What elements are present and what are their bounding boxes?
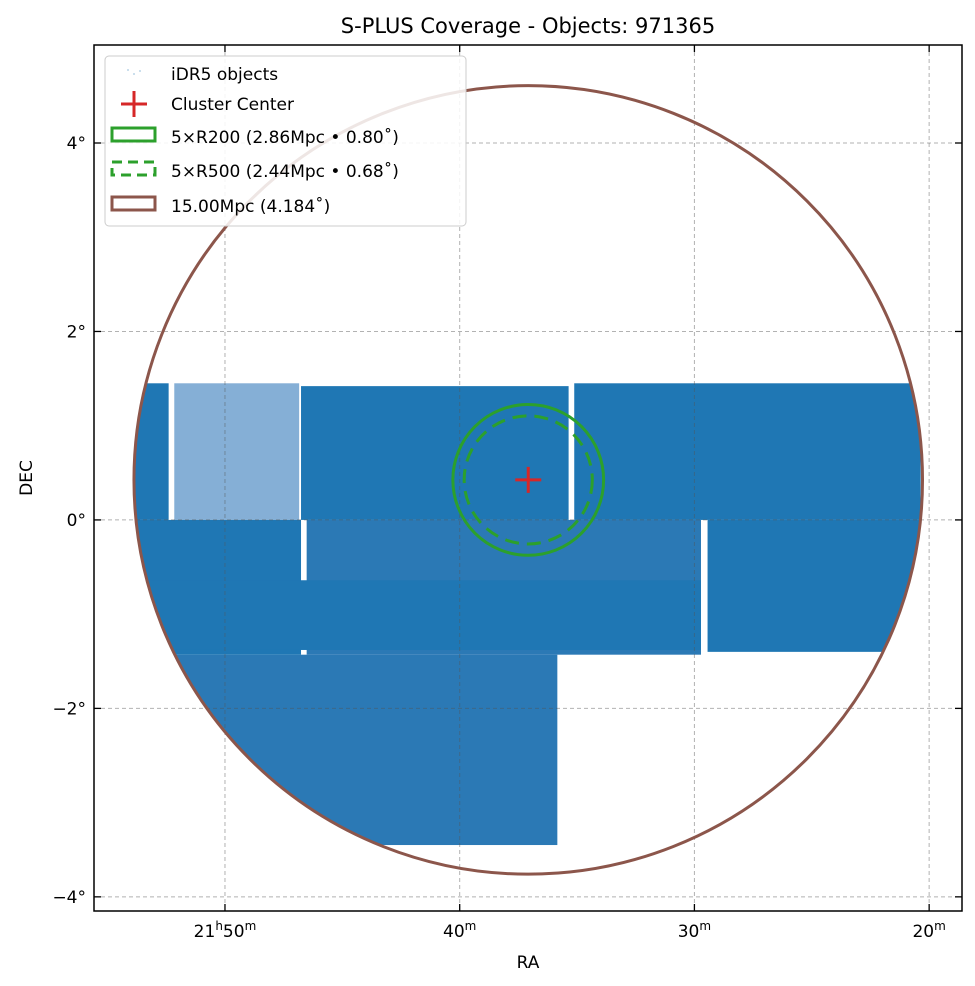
legend-plus-icon <box>121 91 147 117</box>
coverage-tile <box>134 580 701 650</box>
y-tick-label: −4° <box>52 888 86 908</box>
chart-title: S-PLUS Coverage - Objects: 971365 <box>341 14 715 38</box>
legend-big-circle-icon <box>110 195 157 212</box>
legend-label: Cluster Center <box>171 95 294 115</box>
legend-label: 15.00Mpc (4.184˚) <box>171 196 330 217</box>
legend-label: iDR5 objects <box>171 65 278 85</box>
coverage-tile <box>301 386 569 520</box>
y-tick-label: 4° <box>67 134 86 154</box>
radius-circles <box>132 84 925 876</box>
y-tick-label: 0° <box>67 511 86 531</box>
x-tick-label: 20m <box>912 919 945 942</box>
y-tick-label: −2° <box>52 699 86 719</box>
legend-dashed-circle-icon <box>110 160 157 177</box>
legend-label: 5×R500 (2.44Mpc • 0.68˚) <box>171 161 399 182</box>
x-tick-label: 40m <box>443 919 476 942</box>
circle-R500x5 <box>462 414 594 546</box>
y-tick-label: 2° <box>67 322 86 342</box>
y-axis-label: DEC <box>17 460 37 496</box>
legend-points-icon <box>127 69 141 75</box>
legend-box <box>104 55 467 227</box>
circle-R200x5 <box>451 402 606 557</box>
grid-lines <box>94 45 962 911</box>
coverage-tiles <box>134 383 921 846</box>
legend: iDR5 objects Cluster Center 5×R200 (2.86… <box>104 55 467 227</box>
coverage-tile <box>134 654 558 846</box>
plot-frame <box>93 44 963 912</box>
coverage-tile <box>574 383 921 520</box>
legend-solid-circle-icon <box>110 126 157 143</box>
x-axis-label: RA <box>517 953 540 973</box>
x-tick-label: 21h50m <box>194 919 257 942</box>
axis-ticks: 21h50m 40m 30m 20m 4° 2° 0° −2° −4° <box>52 45 962 942</box>
coverage-tile <box>174 383 300 520</box>
x-tick-label: 30m <box>678 919 711 942</box>
legend-label: 5×R200 (2.86Mpc • 0.80˚) <box>171 127 399 148</box>
coverage-tile <box>707 519 921 652</box>
circle-15Mpc <box>132 84 925 876</box>
